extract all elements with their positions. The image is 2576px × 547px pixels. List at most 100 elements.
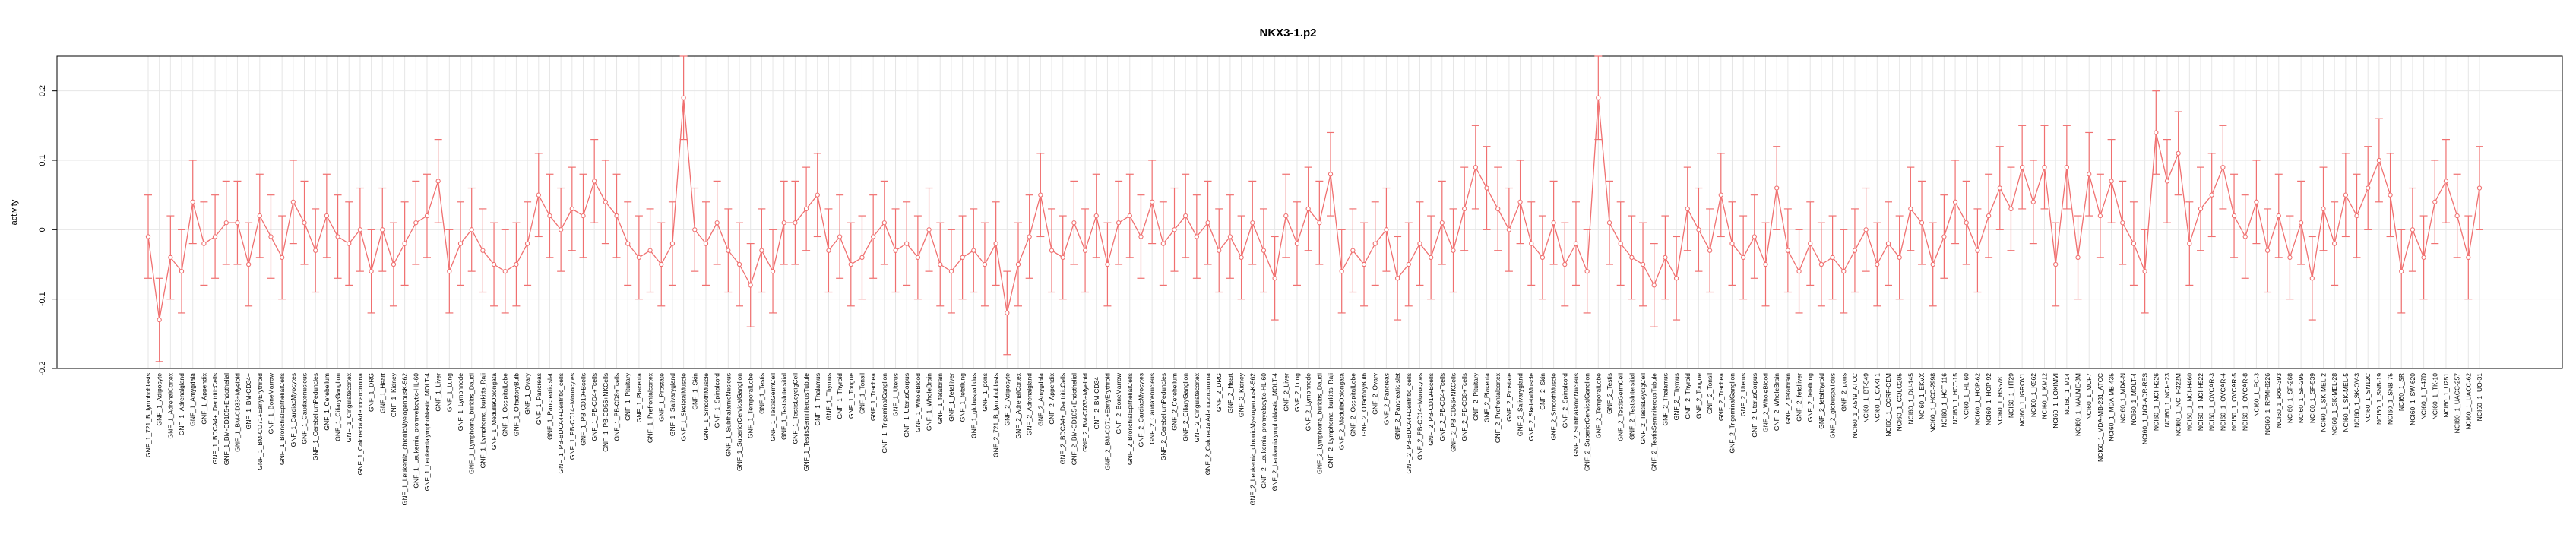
data-point (1986, 213, 1992, 219)
x-tick-label: NCI60_1_OVCAR-5 (2230, 373, 2238, 431)
x-tick-label: GNF_1_Prefrontalcortex (647, 372, 654, 443)
x-tick-label: GNF_1_BM-CD33+Myeloid (233, 373, 241, 452)
x-tick-label: NCI60_1_CCRF-CEM (1885, 373, 1892, 437)
data-point (2264, 248, 2271, 253)
data-point (803, 206, 809, 212)
x-tick-label: NCI60_1_MDA-MB-435 (2108, 373, 2116, 441)
data-point (524, 241, 530, 246)
data-point (1618, 241, 1623, 246)
x-tick-label: NCI60_1_HS578T (1996, 373, 2004, 425)
x-tick-label: NCI60_1_UO-31 (2476, 373, 2483, 422)
x-tick-label: GNF_1_Leukemia_promyelocytic-HL-60 (412, 373, 419, 489)
x-tick-label: NCI60_1_TK-10 (2431, 373, 2438, 420)
x-tick-label: GNF_1_TestisSeminiferousTubule (802, 373, 810, 471)
data-point (1138, 234, 1144, 239)
data-point (2321, 206, 2326, 212)
data-point (1217, 248, 1222, 253)
x-tick-label: GNF_2_CiliaryGanglion (1182, 373, 1189, 441)
x-tick-label: NCI60_1_EKVX (1918, 373, 1926, 419)
data-point (1529, 241, 1534, 246)
data-point (614, 213, 619, 219)
data-point (2276, 213, 2281, 219)
data-point (1172, 227, 1177, 232)
data-point (2399, 268, 2404, 274)
data-point (1551, 220, 1556, 226)
x-tick-label: NCI60_1_NCI-H460 (2185, 373, 2193, 431)
x-tick-label: GNF_2_TemporalLobe (1594, 373, 1602, 438)
x-tick-label: GNF_2_Lymphnode (1305, 373, 1312, 432)
data-point (1540, 255, 1546, 261)
x-tick-label: GNF_2_Tongue (1695, 373, 1702, 419)
data-point (168, 255, 173, 261)
data-point (1852, 248, 1858, 253)
data-point (2120, 220, 2125, 226)
data-point (1294, 241, 1300, 246)
data-point (1339, 268, 1344, 274)
x-tick-label: GNF_1_Testis (758, 373, 765, 414)
data-point (2343, 192, 2348, 198)
data-point (2030, 199, 2036, 204)
x-tick-label: NCI60_1_HOP-62 (1973, 373, 1981, 425)
x-tick-label: NCI60_1_SF-268 (2286, 373, 2293, 423)
x-tick-label: GNF_2_TestisGermCell (1617, 373, 1625, 441)
x-tick-label: GNF_1_Pituitary (624, 372, 631, 421)
x-tick-label: NCI60_1_A549_ATCC (1851, 373, 1859, 438)
data-point (2075, 255, 2081, 261)
x-tick-label: GNF_1_Adipocyte (156, 373, 163, 426)
data-point (2064, 164, 2070, 170)
x-tick-label: GNF_1_Lung (445, 373, 453, 412)
data-point (793, 220, 798, 226)
data-point (1361, 261, 1367, 267)
data-point (2154, 130, 2159, 135)
data-point (948, 268, 954, 274)
y-tick-label: -0.2 (38, 362, 47, 376)
data-point (2298, 220, 2304, 226)
data-point (1428, 255, 1434, 261)
x-tick-label: NCI60_1_NCI-H522 (2197, 373, 2204, 431)
x-tick-label: GNF_1_Amygdala (189, 373, 197, 426)
x-tick-label: GNF_1_Lymphnode (457, 373, 464, 432)
x-tick-label: NCI60_1_SN12C (2364, 373, 2372, 423)
x-tick-label: NCI60_1_RPMI-8226 (2264, 373, 2271, 435)
x-tick-label: GNF_2_BM-CD71+EarlyErythroid (1103, 373, 1111, 470)
data-point (369, 268, 374, 274)
x-tick-label: GNF_2_Cerebellum (1171, 373, 1179, 431)
x-tick-label: GNF_1_PB-CD8+Tcells (613, 373, 621, 441)
x-tick-label: GNF_2_UterusCorpus (1751, 373, 1758, 438)
data-point (703, 241, 709, 246)
data-point (1194, 234, 1200, 239)
x-tick-label: GNF_2_SkeletalMuscle (1527, 373, 1535, 441)
y-axis: -0.2 -0.1 0 0.1 0.2 (38, 85, 57, 375)
x-tick-label: GNF_2_Ovary (1372, 372, 1379, 415)
data-point (1149, 199, 1155, 204)
data-point (201, 241, 207, 246)
x-tick-label: GNF_2_PB-BDCA4+Dentritic_cells (1405, 373, 1413, 474)
data-point (391, 261, 397, 267)
data-point (1562, 261, 1568, 267)
data-point (1127, 213, 1132, 219)
data-point (1718, 192, 1723, 198)
x-tick-label: GNF_2_Adipocyte (1003, 373, 1011, 426)
data-point (1517, 199, 1523, 204)
data-point (380, 227, 385, 232)
x-tick-label: GNF_2_Prefrontalcortex (1494, 372, 1502, 443)
data-point (1729, 241, 1735, 246)
x-tick-label: GNF_2_Leukemia_promyelocytic-HL-60 (1260, 373, 1267, 489)
data-point (335, 234, 340, 239)
data-point (1629, 255, 1635, 261)
x-tick-label: NCI60_1_BT-549 (1862, 373, 1870, 423)
x-tick-label: GNF_1_CiliaryGanglion (334, 373, 342, 441)
data-point (2008, 206, 2014, 212)
data-point (1283, 213, 1289, 219)
x-tick-label: NCI60_1_HOP-92 (1985, 373, 1992, 425)
data-point (1651, 283, 1657, 288)
x-tick-label: GNF_2_SubthalamicNucleus (1572, 373, 1580, 457)
data-point (2332, 241, 2337, 246)
data-point (581, 213, 586, 219)
data-point (502, 268, 508, 274)
data-point (1451, 248, 1456, 253)
x-tick-label: GNF_1_BoneMarrow (267, 372, 274, 434)
data-point (491, 261, 497, 267)
data-point (1673, 276, 1679, 281)
data-point (993, 241, 998, 246)
